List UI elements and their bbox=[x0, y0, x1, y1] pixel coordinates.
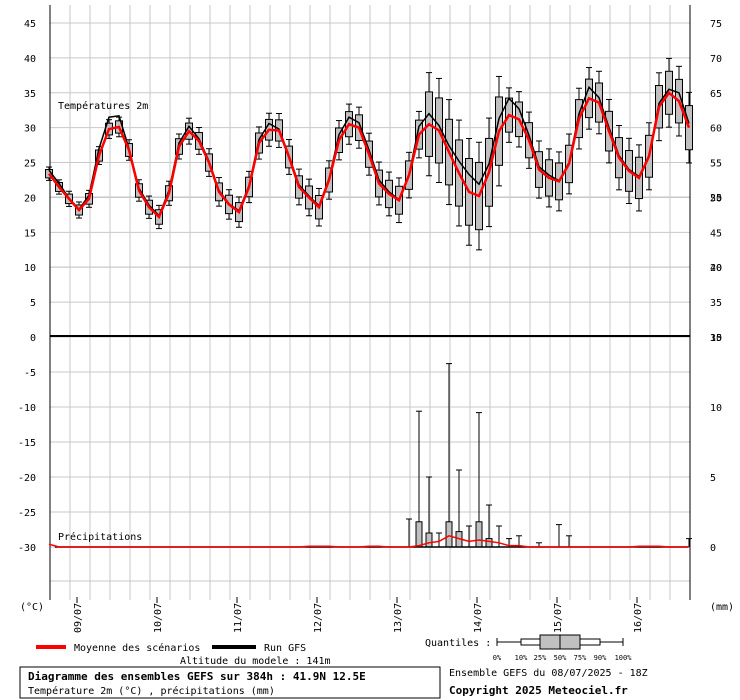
precip-box bbox=[475, 521, 483, 548]
quantile-tick-label: 10% bbox=[515, 654, 528, 662]
title-box bbox=[19, 666, 441, 699]
right-tick-label-precip: 10 bbox=[710, 403, 722, 414]
x-tick-label: 10/07 bbox=[153, 603, 164, 633]
quantile-tick-label: 25% bbox=[534, 654, 547, 662]
left-tick-label: 45 bbox=[24, 19, 36, 30]
right-tick-label: 45 bbox=[710, 228, 722, 239]
altitude-label: Altitude du modele : 141m bbox=[180, 656, 331, 667]
precip-box bbox=[445, 521, 453, 548]
left-tick-label: 35 bbox=[24, 89, 36, 100]
x-tick-label: 13/07 bbox=[393, 603, 404, 633]
right-tick-label: 35 bbox=[710, 298, 722, 309]
right-unit-label: (mm) bbox=[710, 602, 734, 613]
right-tick-label-precip: 0 bbox=[710, 543, 716, 554]
copyright: Copyright 2025 Meteociel.fr bbox=[449, 684, 628, 697]
precip-box bbox=[485, 538, 493, 548]
legend-mean-label: Moyenne des scénarios bbox=[74, 642, 200, 654]
left-tick-label: 10 bbox=[24, 263, 36, 274]
left-tick-label: 15 bbox=[24, 228, 36, 239]
legend-mean-swatch bbox=[36, 645, 66, 649]
precip-box bbox=[415, 521, 423, 548]
temp-panel-label: Températures 2m bbox=[58, 100, 148, 112]
run-info: Ensemble GEFS du 08/07/2025 - 18Z bbox=[449, 668, 648, 679]
right-tick-label: 70 bbox=[710, 54, 722, 65]
left-unit-label: (°C) bbox=[20, 602, 44, 613]
precip-box bbox=[425, 532, 433, 548]
quantiles-legend-box: 0% 10% 25% 50% 75% 90% 100% bbox=[493, 634, 633, 662]
right-tick-label: 40 bbox=[710, 263, 722, 274]
left-tick-label: 40 bbox=[24, 54, 36, 65]
right-tick-label-precip: 25 bbox=[710, 193, 722, 204]
right-tick-label-precip: 20 bbox=[710, 263, 722, 274]
x-tick-label: 11/07 bbox=[233, 603, 244, 633]
legend: Moyenne des scénarios Run GFS Quantiles … bbox=[36, 634, 633, 662]
left-tick-label: -10 bbox=[18, 403, 36, 414]
quantile-tick-label: 50% bbox=[554, 654, 567, 662]
quantile-tick-label: 75% bbox=[574, 654, 587, 662]
right-tick-label: 75 bbox=[710, 19, 722, 30]
x-tick-label: 09/07 bbox=[73, 603, 84, 633]
right-tick-label: 55 bbox=[710, 159, 722, 170]
left-tick-label: 25 bbox=[24, 159, 36, 170]
left-tick-label: -25 bbox=[18, 508, 36, 519]
left-tick-label: 0 bbox=[30, 333, 36, 344]
right-tick-label: 30 bbox=[710, 333, 722, 344]
precip-series bbox=[48, 363, 692, 548]
left-tick-label: -30 bbox=[18, 543, 36, 554]
legend-run-swatch bbox=[212, 645, 256, 649]
axis-labels: 454035302520151050-5-10-15-20-25-3075706… bbox=[18, 19, 722, 633]
chart-subtitle: Température 2m (°C) , précipitations (mm… bbox=[28, 685, 275, 697]
precip-mean-line bbox=[48, 534, 689, 548]
left-tick-label: -5 bbox=[24, 368, 36, 379]
left-tick-label: 30 bbox=[24, 124, 36, 135]
quantile-tick-label: 0% bbox=[493, 654, 502, 662]
legend-run-label: Run GFS bbox=[264, 643, 306, 654]
x-tick-label: 12/07 bbox=[313, 603, 324, 633]
left-tick-label: -15 bbox=[18, 438, 36, 449]
quantile-tick-label: 100% bbox=[615, 654, 633, 662]
plot-panels bbox=[49, 5, 691, 600]
quantile-tick-label: 90% bbox=[594, 654, 607, 662]
chart-title: Diagramme des ensembles GEFS sur 384h : … bbox=[28, 670, 366, 683]
left-tick-label: 5 bbox=[30, 298, 36, 309]
temp-box bbox=[685, 105, 693, 151]
temperature-lines bbox=[48, 85, 691, 220]
right-tick-label: 50 bbox=[710, 193, 722, 204]
precip-panel-label: Précipitations bbox=[58, 531, 142, 543]
x-tick-label: 14/07 bbox=[473, 603, 484, 633]
left-tick-label: 20 bbox=[24, 193, 36, 204]
right-tick-label: 60 bbox=[710, 124, 722, 135]
mean-scenarios-line bbox=[48, 90, 691, 220]
right-tick-label: 65 bbox=[710, 89, 722, 100]
right-tick-label-precip: 15 bbox=[710, 333, 722, 344]
right-tick-label-precip: 5 bbox=[710, 473, 716, 484]
quantiles-label: Quantiles : bbox=[425, 638, 491, 649]
x-tick-label: 16/07 bbox=[633, 603, 644, 633]
grid bbox=[49, 5, 691, 600]
left-tick-label: -20 bbox=[18, 473, 36, 484]
x-tick-label: 15/07 bbox=[553, 603, 564, 633]
